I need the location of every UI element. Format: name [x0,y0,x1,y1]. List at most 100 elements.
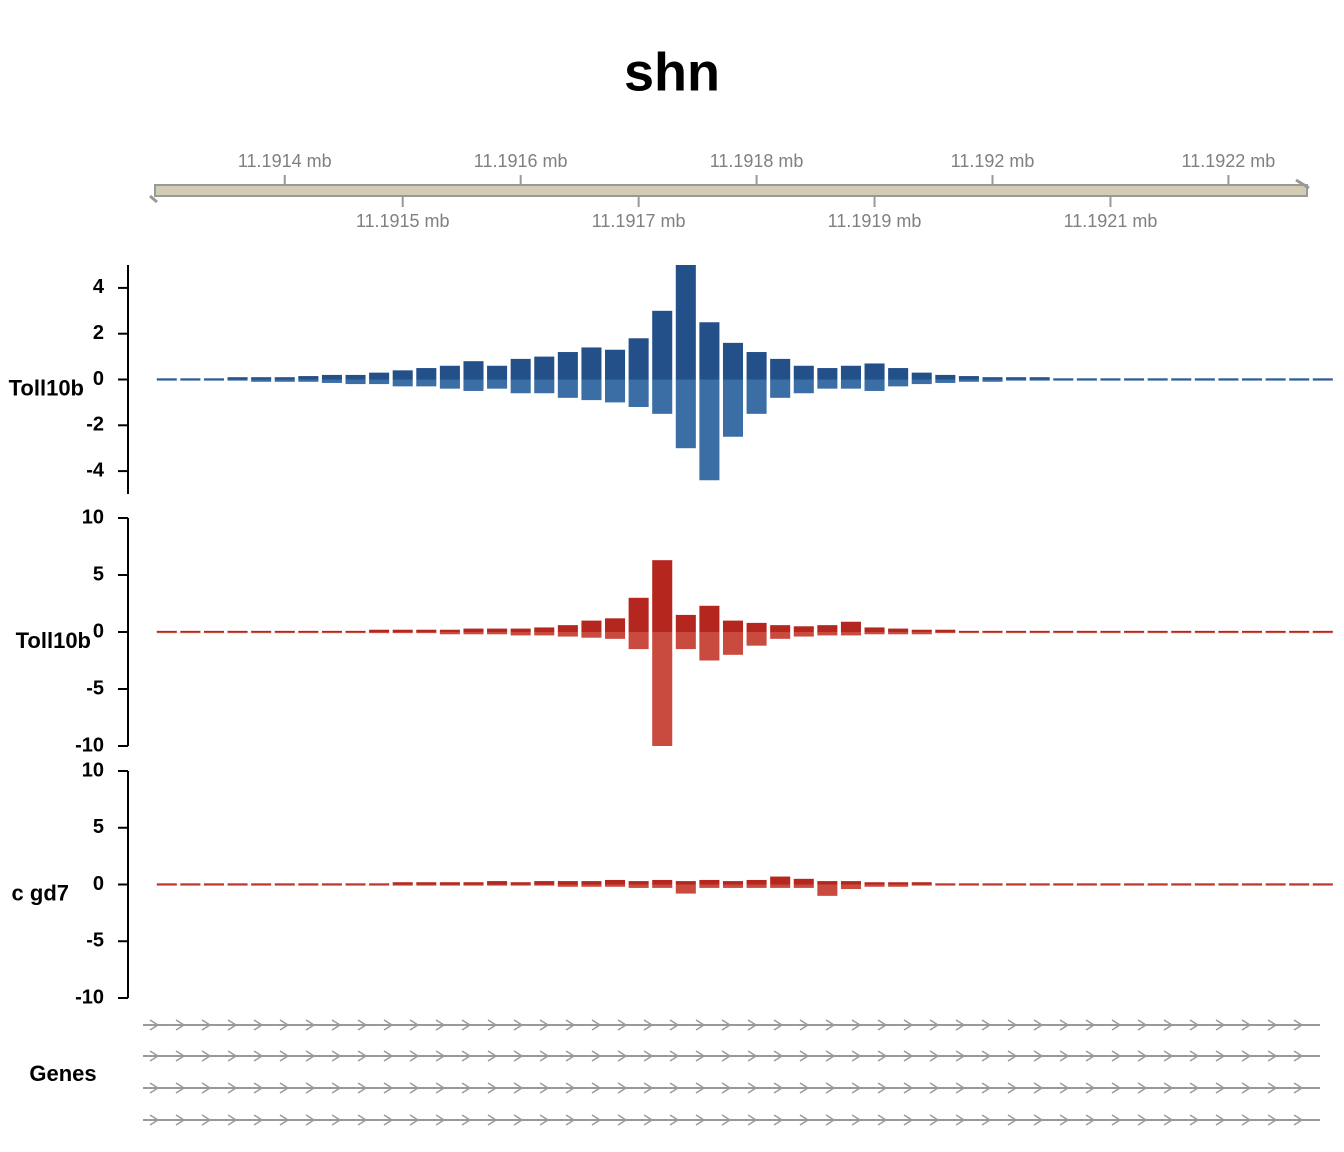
gene-arrow [435,1050,446,1062]
bar [699,605,720,632]
bar [534,884,555,886]
bar [1006,883,1027,885]
x-tick-label: 11.192 mb [951,151,1035,171]
bar [1053,632,1074,634]
x-tick-label: 11.1917 mb [592,211,686,231]
gene-arrow [773,1114,784,1126]
bar [722,881,744,885]
bar [180,378,201,380]
bar [1312,379,1333,381]
bar [1053,379,1074,381]
gene-arrow [851,1050,862,1062]
bar [1241,632,1263,634]
bar [416,368,437,380]
bar [274,884,295,886]
bar [180,632,201,634]
bar [628,884,649,888]
bar [1124,630,1145,632]
gene-arrow [1215,1114,1226,1126]
bar [251,379,272,382]
bar [1171,884,1192,886]
gene-arrow [331,1019,342,1031]
gene-arrow [773,1082,784,1094]
bar [439,882,460,885]
bar [392,370,413,380]
gene-arrow [1267,1082,1278,1094]
gene-arrow [1267,1050,1278,1062]
bar [416,632,437,634]
bar [605,884,626,887]
bar [1312,630,1333,632]
bar [463,361,484,380]
bar [1076,630,1097,632]
gene-arrow [747,1114,758,1126]
bar [935,632,956,634]
bar [958,632,979,634]
bar [227,630,248,632]
bar [1218,379,1239,381]
gene-arrow [1189,1050,1200,1062]
bar [1100,630,1121,632]
gene-arrow [1137,1114,1148,1126]
gene-arrow [1267,1019,1278,1031]
bar [1053,630,1074,632]
bar [1124,379,1145,381]
bar [770,632,791,639]
bar [251,377,272,380]
gene-arrow [981,1019,992,1031]
gene-arrow [1163,1050,1174,1062]
y-tick-label: 10 [82,506,104,528]
bar [652,310,673,380]
gene-arrow [435,1114,446,1126]
bar [510,632,531,636]
bar [652,379,673,414]
gene-arrow [591,1050,602,1062]
bar [203,378,225,380]
bar [1076,632,1097,634]
bar [227,632,248,634]
bar [369,372,390,380]
bar [864,632,885,635]
gene-arrow [773,1050,784,1062]
bar [1241,884,1263,886]
bar [675,884,696,894]
bar [534,627,555,632]
bar [1006,377,1027,380]
gene-arrow [591,1114,602,1126]
bar [746,622,767,632]
bar [1147,378,1168,380]
bar [392,632,413,634]
bar [770,379,791,398]
bar [1029,632,1050,634]
bar [888,882,909,885]
bar [722,884,744,888]
bar [487,365,508,380]
y-tick-label: 5 [93,816,104,838]
bar [1124,378,1145,380]
gene-arrow [1137,1082,1148,1094]
y-tick-label: 0 [93,620,104,642]
bar [557,352,578,380]
bar [1076,884,1097,886]
bar [605,618,626,632]
bar [1029,883,1050,885]
bar [793,878,814,885]
bar [675,632,696,650]
gene-arrow [851,1114,862,1126]
bar [156,632,177,634]
x-tick-label: 11.1915 mb [356,211,450,231]
gene-arrow [955,1114,966,1126]
bar [888,379,909,387]
bar [203,884,225,886]
bar [840,632,861,636]
bar [369,883,390,885]
bar [1289,379,1310,381]
bar [1029,884,1050,886]
gene-arrow [617,1082,628,1094]
gene-arrow [903,1050,914,1062]
bar [888,368,909,380]
bar [1218,883,1239,885]
bar [675,881,696,885]
bar [888,632,909,635]
gene-arrow [1111,1114,1122,1126]
